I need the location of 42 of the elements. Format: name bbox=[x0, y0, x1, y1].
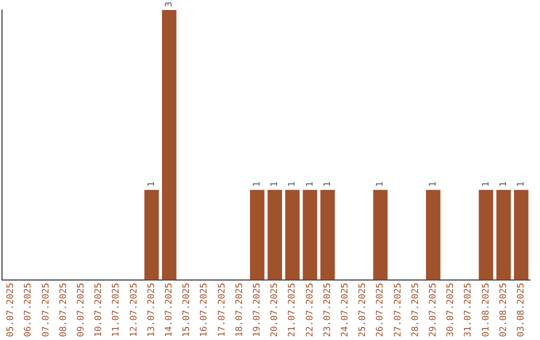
x-tick-label: 24.07.2025 bbox=[340, 282, 351, 338]
x-tick-label: 10.07.2025 bbox=[94, 282, 104, 338]
x-tick-label: 01.08.2025 bbox=[481, 282, 492, 338]
x-tick-label: 20.07.2025 bbox=[270, 282, 280, 338]
x-tick-label: 05.07.2025 bbox=[6, 282, 16, 338]
x-tick-label: 06.07.2025 bbox=[24, 282, 34, 338]
x-tick-label: 14.07.2025 bbox=[164, 282, 175, 338]
x-tick-label: 31.07.2025 bbox=[464, 282, 474, 338]
data-label: 1 bbox=[288, 181, 298, 187]
x-tick-label: 27.07.2025 bbox=[393, 282, 404, 338]
x-tick-label: 12.07.2025 bbox=[129, 282, 140, 338]
data-label: 1 bbox=[252, 181, 263, 187]
x-tick-label: 09.07.2025 bbox=[76, 282, 87, 338]
x-tick-label: 17.07.2025 bbox=[217, 282, 228, 338]
x-tick-label: 30.07.2025 bbox=[446, 282, 456, 338]
data-label: 1 bbox=[428, 181, 439, 187]
x-tick-label: 15.07.2025 bbox=[182, 282, 192, 338]
x-tick-label: 03.08.2025 bbox=[516, 282, 527, 338]
x-tick-label: 07.07.2025 bbox=[41, 282, 52, 338]
x-tick-label: 11.07.2025 bbox=[112, 282, 122, 338]
data-label: 1 bbox=[305, 181, 316, 187]
x-tick-label: 29.07.2025 bbox=[428, 282, 439, 338]
x-tick-label: 21.07.2025 bbox=[288, 282, 298, 338]
x-tick-label: 08.07.2025 bbox=[58, 282, 69, 338]
data-label: 1 bbox=[322, 181, 333, 187]
x-tick-label: 26.07.2025 bbox=[376, 282, 386, 338]
data-label: 1 bbox=[481, 181, 492, 187]
x-tick-label: 16.07.2025 bbox=[200, 282, 210, 338]
x-tick-label: 19.07.2025 bbox=[252, 282, 263, 338]
data-label: 1 bbox=[270, 181, 280, 187]
x-tick-label: 18.07.2025 bbox=[234, 282, 245, 338]
x-tick-label: 23.07.2025 bbox=[322, 282, 333, 338]
data-label: 1 bbox=[376, 181, 386, 187]
x-tick-label: 22.07.2025 bbox=[305, 282, 316, 338]
x-tick-label: 02.08.2025 bbox=[498, 282, 509, 338]
x-tick-label: 25.07.2025 bbox=[358, 282, 368, 338]
data-label: 1 bbox=[498, 181, 509, 187]
data-label: 3 bbox=[164, 2, 175, 7]
data-label: 1 bbox=[516, 181, 527, 187]
data-label: 1 bbox=[146, 181, 157, 187]
x-tick-label: 28.07.2025 bbox=[410, 282, 421, 338]
x-tick-label: 13.07.2025 bbox=[146, 282, 157, 338]
